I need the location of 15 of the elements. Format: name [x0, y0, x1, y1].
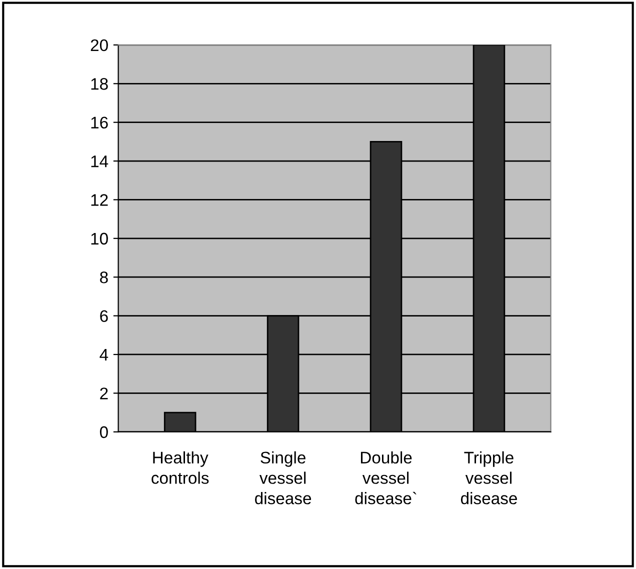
x-tick-label: Tripple vessel disease — [460, 451, 517, 504]
y-tick-label: 4 — [100, 349, 108, 361]
y-tick-label: 18 — [91, 78, 108, 90]
x-tick-label: Double vessel disease` — [355, 451, 416, 504]
y-tick-label: 8 — [100, 272, 108, 284]
y-tick-label: 0 — [100, 426, 108, 438]
y-tick-label: 16 — [91, 116, 108, 129]
x-tick-label: Healthy controls — [152, 451, 209, 484]
x-tick-label: Single vessel disease — [255, 451, 312, 504]
y-tick-label: 20 — [90, 39, 108, 52]
y-tick-label: 10 — [91, 232, 108, 245]
y-tick-label: 6 — [100, 310, 108, 322]
y-tick-label: 14 — [91, 156, 108, 168]
y-tick-label: 2 — [100, 388, 108, 400]
y-tick-label: 12 — [91, 194, 108, 206]
